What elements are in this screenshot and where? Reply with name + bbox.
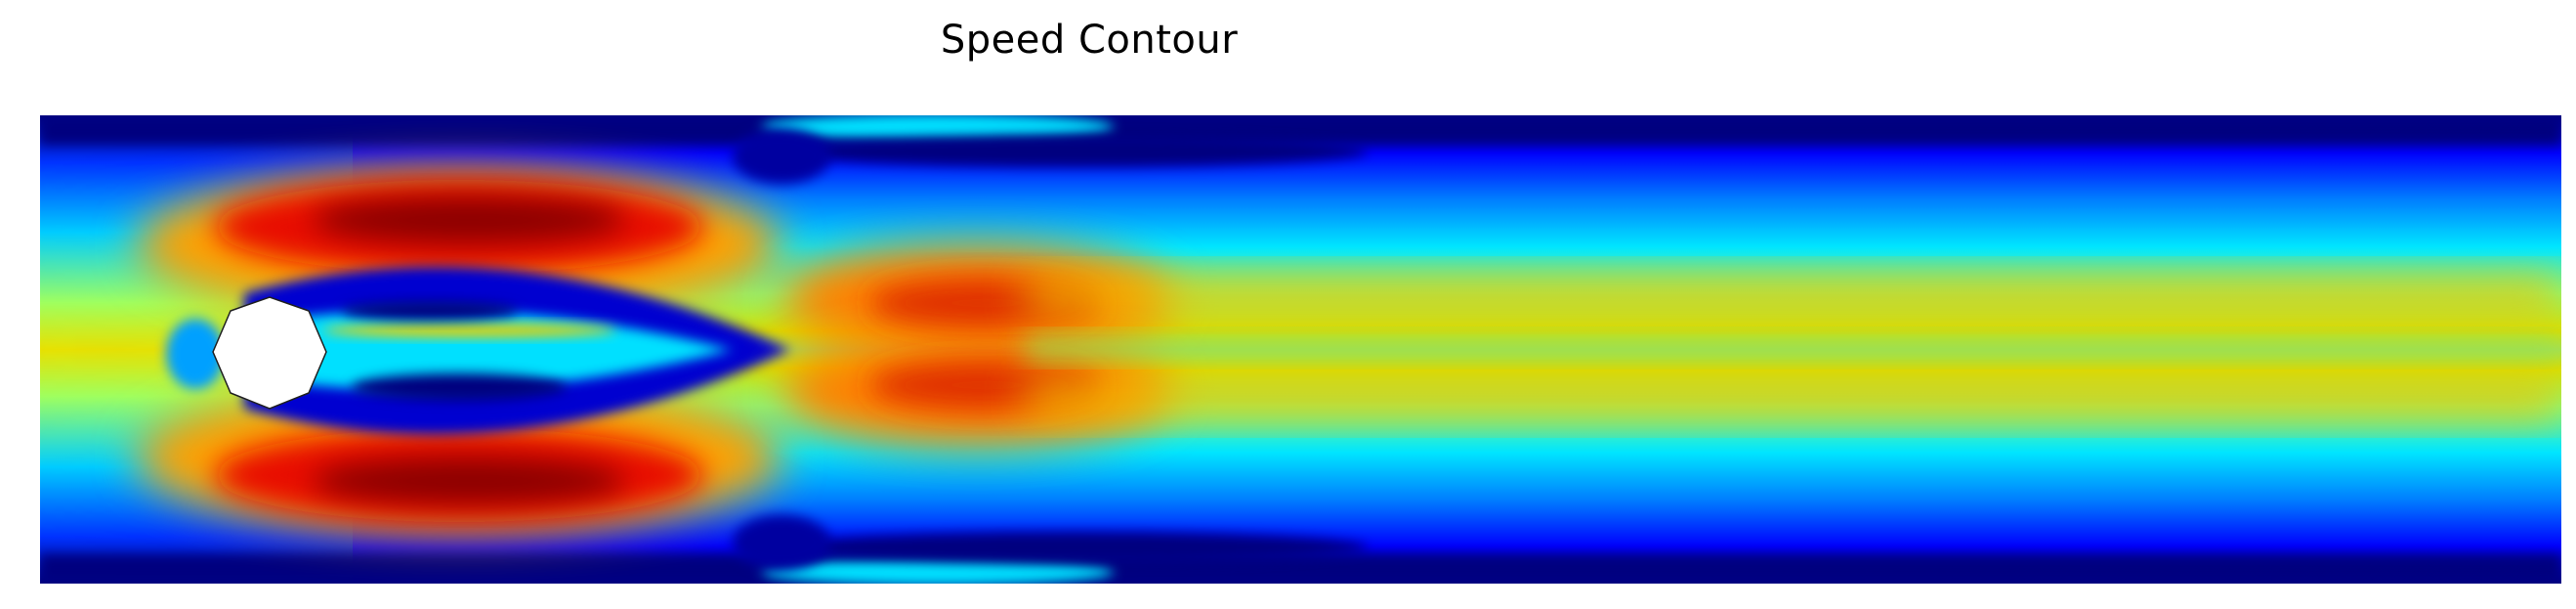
- lower-wall-eddy: [733, 515, 830, 570]
- centerline-band: [1026, 337, 2561, 359]
- upper-max-core: [313, 196, 625, 243]
- wake-lower-core: [352, 373, 567, 401]
- bottom-wall-layer: [40, 554, 2561, 584]
- top-wall-layer: [40, 115, 2561, 145]
- chart-title: Speed Contour: [940, 18, 1239, 63]
- stagnation-zone: [166, 319, 225, 389]
- lower-wall-trough: [781, 532, 1368, 563]
- lower-wall-vortex: [762, 558, 1114, 584]
- flow-field: [40, 115, 2561, 584]
- upper-wall-vortex: [762, 115, 1114, 141]
- wake-upper-core: [342, 301, 518, 321]
- octagon-obstacle: [212, 296, 327, 410]
- upper-wall-trough: [781, 136, 1368, 167]
- lower-stream-band: [1026, 379, 2561, 418]
- wake-upper-streak: [322, 324, 615, 337]
- upper-wall-eddy: [733, 129, 830, 184]
- upper-stream-band: [1026, 276, 2561, 315]
- lower-max-core: [313, 457, 625, 504]
